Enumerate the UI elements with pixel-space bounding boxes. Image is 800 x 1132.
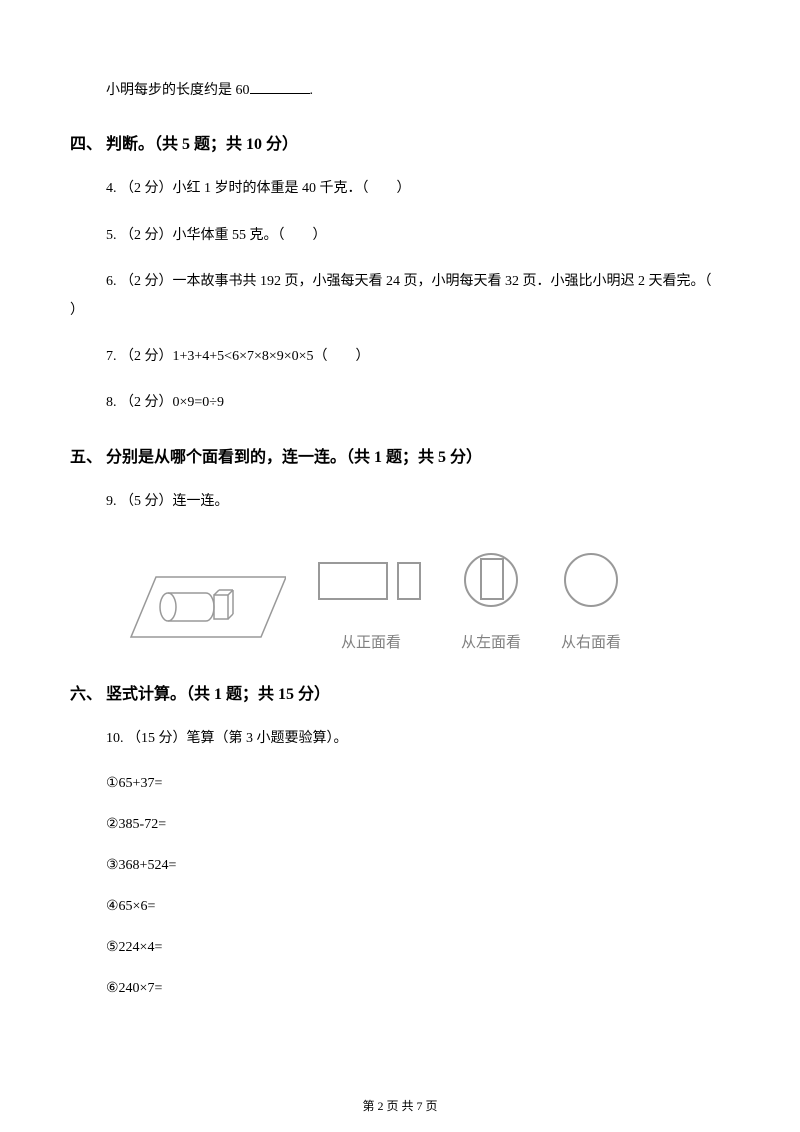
- label-left: 从左面看: [461, 631, 521, 652]
- question-10: 10. （15 分）笔算（第 3 小题要验算）。: [106, 728, 730, 750]
- question-6-line2: ）: [70, 300, 730, 322]
- blank-field[interactable]: [250, 80, 310, 94]
- figure-left: 从左面看: [456, 543, 526, 652]
- figure-right: 从右面看: [556, 543, 626, 652]
- question-6-line1: 6. （2 分）一本故事书共 192 页，小强每天看 24 页，小明每天看 32…: [106, 271, 730, 293]
- item-4: ④65×6=: [106, 898, 730, 915]
- section-4-heading: 四、 判断。（共 5 题；共 10 分）: [70, 130, 730, 154]
- question-4: 4. （2 分）小红 1 岁时的体重是 40 千克．（ ）: [106, 178, 730, 200]
- label-front: 从正面看: [341, 631, 401, 652]
- section-6-heading: 六、 竖式计算。（共 1 题；共 15 分）: [70, 680, 730, 704]
- item-6: ⑥240×7=: [106, 980, 730, 997]
- label-right: 从右面看: [561, 631, 621, 652]
- question-8: 8. （2 分）0×9=0÷9: [106, 392, 730, 414]
- intro-question: 小明每步的长度约是 60.: [106, 80, 730, 102]
- front-view-icon: [316, 543, 426, 613]
- figure-perspective: [106, 562, 286, 652]
- question-7: 7. （2 分）1+3+4+5<6×7×8×9×0×5（ ）: [106, 346, 730, 368]
- intro-suffix: .: [310, 83, 314, 98]
- figure-front: 从正面看: [316, 543, 426, 652]
- item-3: ③368+524=: [106, 857, 730, 874]
- figure-row: 从正面看 从左面看 从右面看: [106, 543, 730, 652]
- question-9: 9. （5 分）连一连。: [106, 491, 730, 513]
- question-5: 5. （2 分）小华体重 55 克。（ ）: [106, 225, 730, 247]
- item-5: ⑤224×4=: [106, 939, 730, 956]
- section-5-heading: 五、 分别是从哪个面看到的，连一连。（共 1 题；共 5 分）: [70, 443, 730, 467]
- left-view-icon: [456, 543, 526, 613]
- intro-prefix: 小明每步的长度约是 60: [106, 83, 250, 98]
- right-view-icon: [556, 543, 626, 613]
- item-1: ①65+37=: [106, 775, 730, 792]
- item-2: ②385-72=: [106, 816, 730, 833]
- page-footer: 第 2 页 共 7 页: [0, 1097, 800, 1114]
- parallelogram-shapes-icon: [106, 562, 286, 652]
